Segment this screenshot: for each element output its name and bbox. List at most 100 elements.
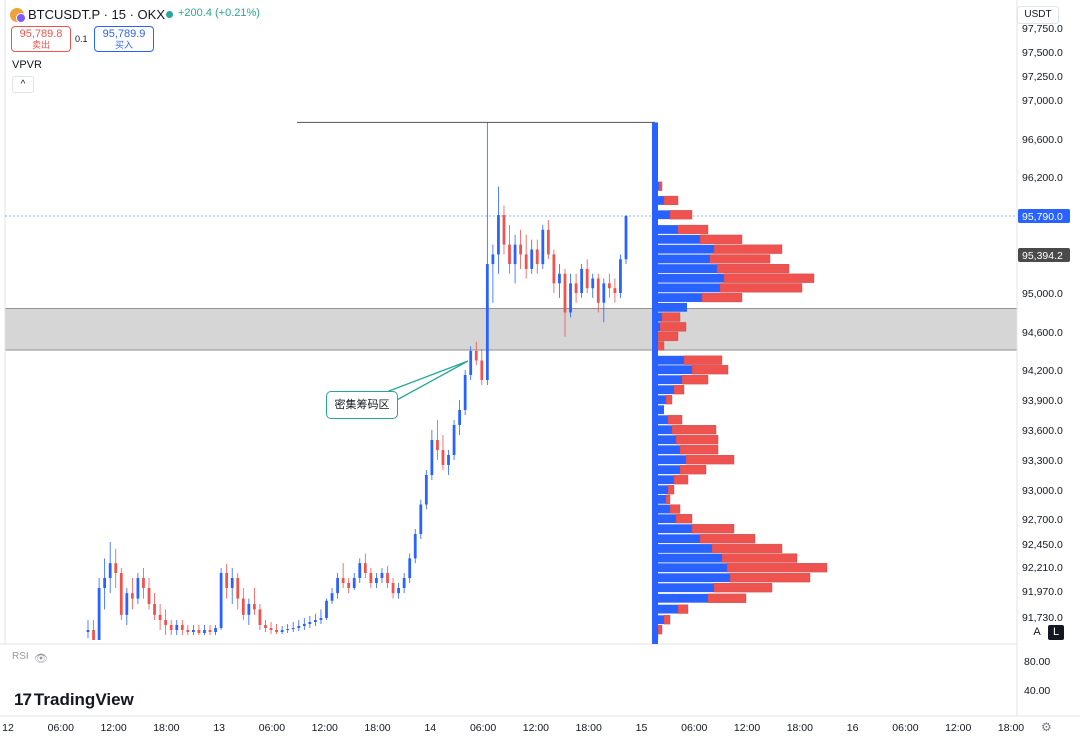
price-tick-label: 97,500.0 xyxy=(1022,47,1063,59)
candle-body xyxy=(341,578,345,583)
profile-sell-bar xyxy=(699,534,756,544)
profile-buy-bar xyxy=(652,234,700,244)
profile-buy-bar xyxy=(652,573,730,583)
profile-sell-bar xyxy=(726,563,828,573)
time-tick-label: 18:00 xyxy=(364,722,390,734)
profile-sell-bar xyxy=(657,331,679,342)
candle-body xyxy=(480,360,484,380)
candle-body xyxy=(585,268,589,289)
candle-body xyxy=(286,629,290,630)
buy-button[interactable]: 95,789.9 买入 xyxy=(94,26,154,52)
time-tick-label: 18:00 xyxy=(998,722,1024,734)
profile-sell-bar xyxy=(663,195,679,206)
candle-body xyxy=(463,375,467,410)
price-tick-label: 96,600.0 xyxy=(1022,134,1063,146)
price-tick-label: 92,210.0 xyxy=(1022,562,1063,574)
price-tick-label: 96,200.0 xyxy=(1022,172,1063,184)
eye-icon[interactable]: 👁 xyxy=(34,653,48,665)
profile-buy-bar xyxy=(652,283,720,293)
candle-body xyxy=(97,588,101,640)
profile-sell-bar xyxy=(729,573,811,583)
profile-sell-bar xyxy=(691,524,735,534)
profile-sell-bar xyxy=(721,553,798,563)
time-tick-label: 18:00 xyxy=(153,722,179,734)
candle-body xyxy=(541,229,545,265)
profile-buy-bar xyxy=(652,494,666,504)
profile-sell-bar xyxy=(669,504,681,514)
candle-body xyxy=(275,630,278,632)
log-scale-button[interactable]: L xyxy=(1048,625,1064,640)
price-tick-label: 92,700.0 xyxy=(1022,514,1063,526)
candle-body xyxy=(413,534,417,559)
collapse-indicators-button[interactable]: ^ xyxy=(12,76,34,93)
candle-body xyxy=(136,578,140,599)
profile-buy-bar xyxy=(652,563,727,573)
indicator-label-vpvr[interactable]: VPVR xyxy=(12,59,42,71)
profile-buy-bar xyxy=(652,365,692,375)
candle-body xyxy=(408,558,412,578)
profile-sell-bar xyxy=(677,604,689,614)
price-tick-label: 92,450.0 xyxy=(1022,539,1063,551)
candle-body xyxy=(347,583,351,588)
time-tick-label: 16 xyxy=(847,722,859,734)
candle-body xyxy=(197,630,201,633)
profile-buy-bar xyxy=(652,604,678,614)
buy-price: 95,789.9 xyxy=(102,28,146,40)
rsi-pane-label[interactable]: RSI xyxy=(12,651,29,662)
profile-buy-bar xyxy=(652,583,714,593)
candle-body xyxy=(125,593,129,615)
time-tick-label: 12:00 xyxy=(100,722,126,734)
profile-buy-bar xyxy=(652,210,670,220)
candle-body xyxy=(441,450,445,465)
candle-body xyxy=(280,630,284,632)
candle-body xyxy=(391,583,395,594)
profile-buy-bar xyxy=(652,425,672,435)
candle-body xyxy=(169,625,173,630)
profile-sell-bar xyxy=(677,224,709,235)
buy-label: 买入 xyxy=(114,40,133,50)
profile-sell-bar xyxy=(665,494,671,504)
candle-body xyxy=(308,622,312,624)
profile-buy-bar xyxy=(652,455,686,465)
candle-body xyxy=(130,593,134,599)
candle-body xyxy=(119,573,123,615)
candle-body xyxy=(264,625,267,628)
profile-buy-bar xyxy=(652,355,684,365)
candle-body xyxy=(164,620,168,625)
time-tick-label: 06:00 xyxy=(48,722,74,734)
auto-scale-button[interactable]: A xyxy=(1033,626,1041,638)
profile-sell-bar xyxy=(667,485,675,495)
candle-body xyxy=(524,254,528,269)
settings-icon[interactable]: ⚙ xyxy=(1041,720,1052,734)
candle-body xyxy=(596,278,600,303)
profile-sell-bar xyxy=(667,415,683,425)
candle-body xyxy=(558,273,561,284)
price-tick-label: 94,200.0 xyxy=(1022,365,1063,377)
currency-selector[interactable]: USDT xyxy=(1017,6,1059,24)
candle-body xyxy=(186,630,190,632)
profile-sell-bar xyxy=(657,625,663,635)
tradingview-wordmark: TradingView xyxy=(33,690,134,709)
candle-body xyxy=(485,264,489,380)
profile-sell-bar xyxy=(665,395,673,405)
candle-body xyxy=(375,578,378,583)
annotation-callout[interactable]: 密集筹码区 xyxy=(326,391,398,419)
sell-button[interactable]: 95,789.8 卖出 xyxy=(11,26,71,52)
candle-body xyxy=(158,614,162,620)
candle-body xyxy=(519,244,523,255)
profile-sell-bar xyxy=(675,435,719,445)
candle-body xyxy=(336,578,339,594)
rsi-tick-label: 40.00 xyxy=(1024,685,1050,697)
candle-body xyxy=(491,254,495,265)
candle-body xyxy=(397,588,400,594)
profile-sell-bar xyxy=(709,254,771,264)
symbol-title[interactable]: BTCUSDT.P · 15 · OKX xyxy=(28,7,166,22)
profile-buy-bar xyxy=(652,435,676,445)
price-tick-label: 93,300.0 xyxy=(1022,455,1063,467)
candle-body xyxy=(580,268,584,293)
candle-body xyxy=(230,578,234,588)
candle-body xyxy=(325,600,328,618)
time-tick-label: 14 xyxy=(424,722,436,734)
profile-sell-bar xyxy=(691,365,729,375)
